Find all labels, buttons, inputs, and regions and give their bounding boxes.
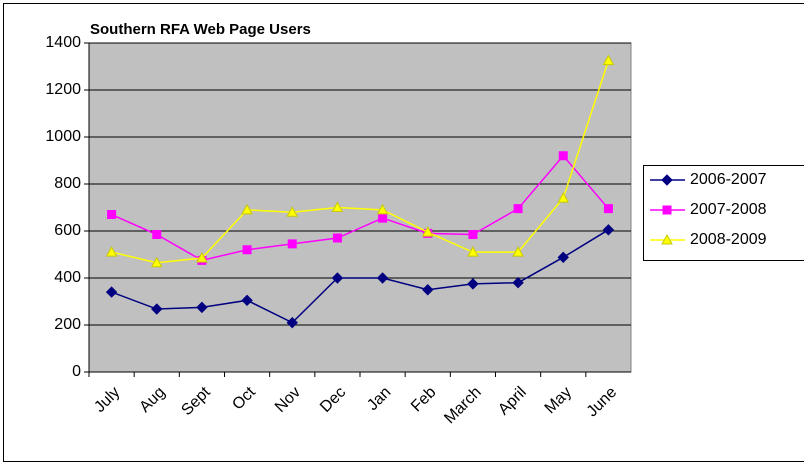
marker [242, 245, 252, 255]
marker [467, 246, 479, 257]
marker [602, 54, 615, 66]
marker [421, 226, 434, 237]
marker [286, 206, 299, 217]
legend-marker [661, 233, 673, 245]
series-line [111, 60, 610, 264]
y-tick-label: 1200 [45, 81, 81, 98]
plot-area [88, 42, 632, 373]
marker [331, 272, 344, 284]
y-tick-label: 200 [54, 316, 81, 333]
y-tick-label: 600 [54, 222, 81, 239]
marker [241, 294, 253, 307]
marker [331, 201, 344, 212]
marker [332, 233, 342, 243]
marker [513, 204, 523, 214]
marker [107, 210, 117, 220]
marker [241, 203, 253, 215]
marker [512, 276, 524, 289]
legend-label: 2007-2008 [690, 201, 767, 218]
marker [603, 204, 613, 214]
marker [376, 203, 389, 215]
marker [378, 213, 388, 223]
marker [151, 303, 163, 315]
legend-marker [662, 205, 672, 215]
legend-label: 2006-2007 [690, 171, 767, 188]
legend-label: 2008-2009 [690, 231, 767, 248]
marker [557, 251, 569, 264]
marker [105, 246, 118, 257]
marker [558, 151, 568, 161]
y-tick-label: 0 [72, 363, 81, 380]
marker [150, 256, 163, 268]
y-tick-label: 400 [54, 269, 81, 286]
marker [467, 278, 479, 290]
chart-title: Southern RFA Web Page Users [90, 21, 311, 38]
marker [196, 301, 208, 314]
series-line [111, 229, 609, 324]
legend-marker [661, 174, 673, 186]
series-line [111, 154, 609, 262]
y-tick-label: 1400 [45, 34, 81, 51]
marker [602, 224, 615, 236]
y-tick-label: 1000 [45, 128, 81, 145]
marker [376, 272, 389, 284]
marker [557, 192, 570, 203]
marker [422, 284, 434, 296]
marker [286, 316, 298, 329]
marker [512, 246, 524, 257]
y-tick-label: 800 [54, 175, 81, 192]
marker [152, 230, 162, 240]
marker [287, 239, 297, 249]
marker [105, 286, 118, 298]
marker [196, 251, 208, 263]
marker [468, 230, 478, 240]
